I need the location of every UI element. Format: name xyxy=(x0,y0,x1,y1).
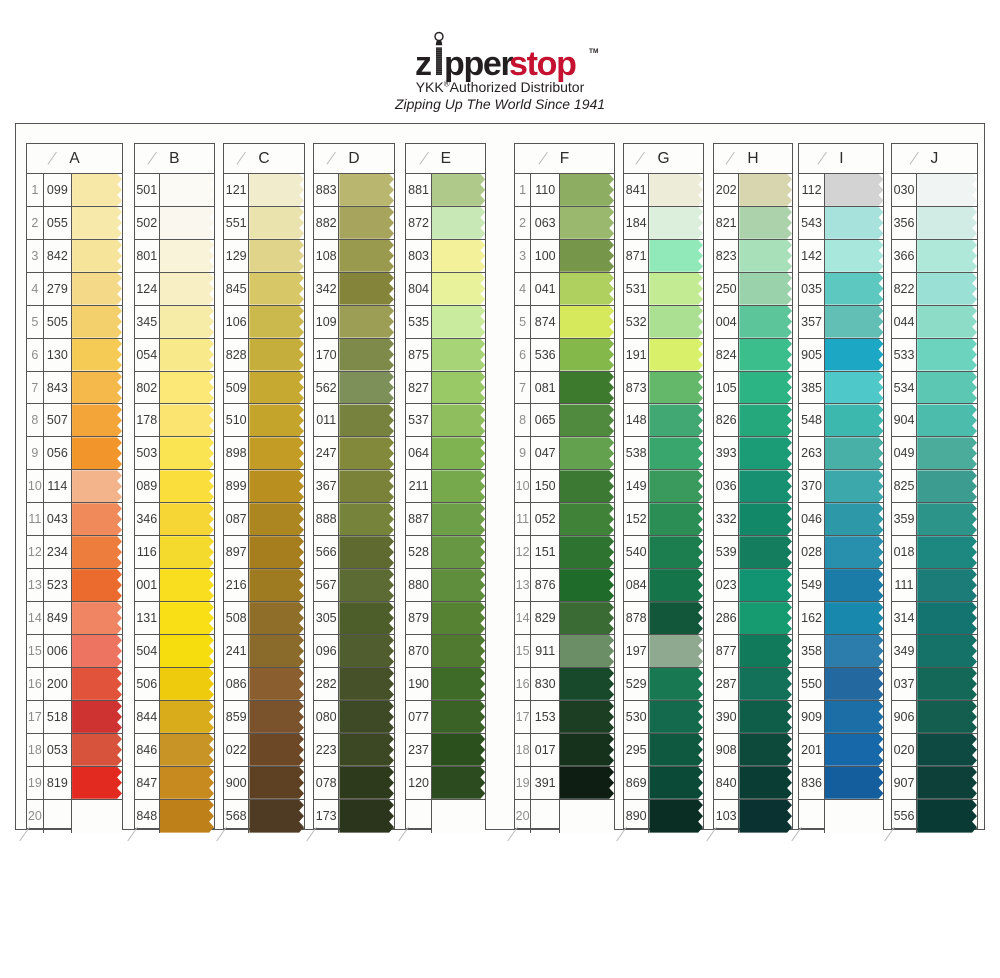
svg-text:TM: TM xyxy=(589,48,598,55)
svg-text:pper: pper xyxy=(444,45,514,83)
svg-text:z: z xyxy=(415,45,431,83)
svg-text:stop: stop xyxy=(509,45,576,83)
